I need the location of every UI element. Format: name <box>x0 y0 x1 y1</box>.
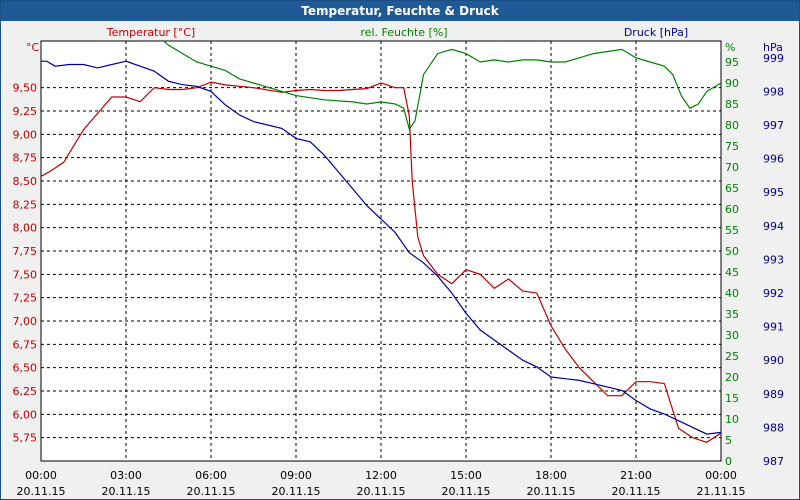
temperature-tick: 8,25 <box>13 198 38 211</box>
temperature-tick: 7,25 <box>13 292 38 305</box>
temperature-tick: 6,00 <box>13 408 38 421</box>
humidity-tick: 35 <box>725 308 739 321</box>
pressure-tick: 999 <box>763 52 784 65</box>
humidity-tick: 20 <box>725 371 739 384</box>
humidity-tick: 50 <box>725 245 739 258</box>
x-tick-time: 00:00 <box>25 469 57 482</box>
temperature-tick: 7,50 <box>13 268 38 281</box>
humidity-tick: 60 <box>725 203 739 216</box>
tick-labels: 00:00 20.11.15 03:00 20.11.15 06:00 20.11.15 0… <box>13 52 785 498</box>
temperature-tick: 6,50 <box>13 362 38 375</box>
temperature-tick: 9,25 <box>13 105 38 118</box>
pressure-tick: 988 <box>763 421 784 434</box>
humidity-unit-label: % <box>725 41 735 54</box>
temperature-tick: 7,75 <box>13 245 38 258</box>
x-tick-time: 18:00 <box>535 469 567 482</box>
pressure-tick: 996 <box>763 153 784 166</box>
humidity-tick: 5 <box>725 434 732 447</box>
pressure-axis-title: Druck [hPa] <box>624 26 688 39</box>
pressure-tick: 990 <box>763 354 784 367</box>
humidity-tick: 30 <box>725 329 739 342</box>
x-tick-date: 20.11.15 <box>17 485 66 498</box>
x-tick-time: 00:00 <box>705 469 737 482</box>
pressure-tick: 994 <box>763 220 784 233</box>
humidity-tick: 70 <box>725 161 739 174</box>
temperature-tick: 9,50 <box>13 82 38 95</box>
pressure-tick: 991 <box>763 321 784 334</box>
pressure-tick: 992 <box>763 287 784 300</box>
humidity-axis-title: rel. Feuchte [%] <box>360 26 447 39</box>
series-line-pressure <box>41 60 721 435</box>
pressure-unit-label: hPa <box>763 41 783 54</box>
humidity-tick: 90 <box>725 77 739 90</box>
humidity-tick: 55 <box>725 224 739 237</box>
humidity-tick: 15 <box>725 392 739 405</box>
x-tick-date: 20.11.15 <box>612 485 661 498</box>
window-title: Temperatur, Feuchte & Druck <box>1 1 799 21</box>
x-tick-time: 21:00 <box>620 469 652 482</box>
humidity-tick: 75 <box>725 140 739 153</box>
humidity-tick: 25 <box>725 350 739 363</box>
humidity-tick: 45 <box>725 266 739 279</box>
x-tick-time: 06:00 <box>195 469 227 482</box>
humidity-tick: 40 <box>725 287 739 300</box>
pressure-tick: 995 <box>763 186 784 199</box>
x-tick-date: 20.11.15 <box>527 485 576 498</box>
x-tick-time: 15:00 <box>450 469 482 482</box>
x-tick-date: 21.11.15 <box>697 485 746 498</box>
humidity-tick: 95 <box>725 56 739 69</box>
pressure-tick: 989 <box>763 388 784 401</box>
x-tick-time: 09:00 <box>280 469 312 482</box>
pressure-tick: 993 <box>763 253 784 266</box>
temperature-tick: 6,25 <box>13 385 38 398</box>
humidity-tick: 85 <box>725 98 739 111</box>
temperature-tick: 5,75 <box>13 432 38 445</box>
x-tick-date: 20.11.15 <box>272 485 321 498</box>
x-tick-time: 03:00 <box>110 469 142 482</box>
temperature-tick: 9,00 <box>13 128 38 141</box>
humidity-tick: 80 <box>725 119 739 132</box>
x-tick-date: 20.11.15 <box>442 485 491 498</box>
series-line-temperature <box>41 81 721 443</box>
temperature-tick: 6,75 <box>13 338 38 351</box>
humidity-tick: 10 <box>725 413 739 426</box>
series-lines <box>41 41 721 443</box>
temperature-axis-title: Temperatur [°C] <box>106 26 195 39</box>
x-tick-date: 20.11.15 <box>102 485 151 498</box>
temperature-tick: 8,50 <box>13 175 38 188</box>
temperature-tick: 7,00 <box>13 315 38 328</box>
x-tick-time: 12:00 <box>365 469 397 482</box>
temperature-tick: 8,75 <box>13 152 38 165</box>
pressure-tick: 997 <box>763 119 784 132</box>
series-line-humidity <box>162 41 721 131</box>
grid <box>41 41 721 461</box>
chart: 00:00 20.11.15 03:00 20.11.15 06:00 20.11.15 0… <box>13 26 785 498</box>
x-tick-date: 20.11.15 <box>187 485 236 498</box>
pressure-tick: 987 <box>763 455 784 468</box>
humidity-tick: 0 <box>725 455 732 468</box>
humidity-tick: 65 <box>725 182 739 195</box>
temperature-tick: 8,00 <box>13 222 38 235</box>
temperature-unit-label: °C <box>26 41 40 54</box>
pressure-tick: 998 <box>763 85 784 98</box>
x-tick-date: 20.11.15 <box>357 485 406 498</box>
